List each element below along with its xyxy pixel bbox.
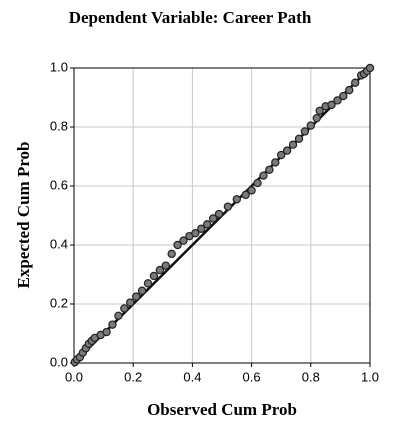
y-axis-label: Expected Cum Prob: [14, 141, 33, 288]
point: [137, 286, 147, 295]
point: [173, 240, 182, 250]
point: [208, 214, 218, 223]
point: [126, 298, 135, 307]
x-tick-label: 0.2: [124, 369, 142, 384]
plot-frame: [73, 67, 371, 364]
x-tick-label: 1.0: [361, 369, 379, 384]
point: [202, 220, 212, 229]
point: [351, 78, 360, 87]
point: [345, 85, 354, 95]
point: [241, 190, 250, 200]
point: [288, 140, 298, 149]
y-tick-label: 0.0: [50, 354, 68, 369]
point: [282, 146, 292, 155]
y-tick-label: 0.2: [50, 295, 68, 310]
x-tick-label: 0.4: [183, 369, 201, 384]
point: [339, 91, 348, 101]
point: [131, 292, 141, 301]
point: [312, 113, 321, 123]
point: [365, 63, 375, 73]
point: [271, 158, 280, 167]
point: [197, 224, 206, 233]
point: [277, 150, 286, 160]
y-tick-label: 0.6: [50, 177, 68, 192]
point: [191, 228, 200, 238]
y-tick-label: 0.4: [50, 236, 68, 251]
chart-title: Dependent Variable: Career Path: [69, 8, 312, 27]
y-tick-label: 0.8: [50, 118, 68, 133]
point: [114, 311, 123, 320]
point: [102, 327, 111, 337]
point: [108, 320, 117, 329]
y-tick-label: 1.0: [50, 59, 68, 74]
point: [161, 261, 170, 270]
point: [333, 96, 342, 105]
point: [300, 127, 310, 136]
point: [247, 186, 256, 195]
x-axis-label: Observed Cum Prob: [147, 400, 297, 419]
x-tick-label: 0.8: [302, 369, 320, 384]
point: [179, 236, 188, 245]
point: [294, 134, 304, 143]
point: [149, 271, 159, 281]
point: [214, 209, 224, 219]
point: [265, 165, 274, 174]
point: [306, 121, 315, 130]
point: [120, 304, 129, 313]
x-tick-label: 0.0: [65, 369, 83, 384]
point: [315, 106, 324, 115]
point: [327, 100, 336, 110]
point: [259, 171, 268, 180]
point: [253, 178, 262, 188]
point: [167, 249, 176, 259]
point: [155, 265, 165, 275]
point: [232, 195, 241, 204]
x-tick-label: 0.6: [243, 369, 261, 384]
point: [143, 279, 153, 288]
point: [223, 202, 233, 211]
